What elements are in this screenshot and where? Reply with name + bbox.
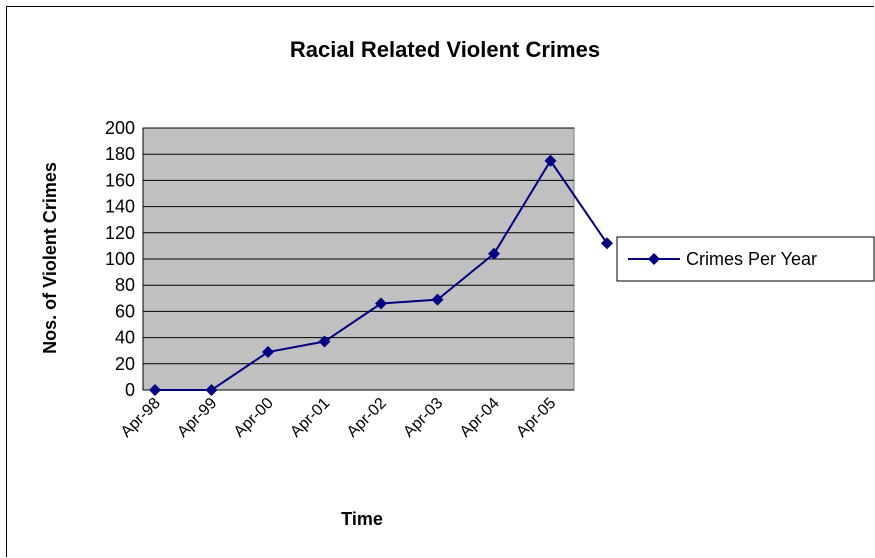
chart-frame	[6, 6, 874, 557]
data-point	[431, 293, 444, 306]
x-tick-label: Apr-99	[174, 395, 220, 441]
x-tick-label: Apr-00	[231, 395, 277, 441]
x-tick-label: Apr-98	[118, 395, 164, 441]
y-tick-label: 160	[105, 170, 135, 190]
y-tick-label: 0	[125, 380, 135, 400]
data-point	[601, 237, 613, 250]
chart-title: Racial Related Violent Crimes	[290, 37, 600, 62]
x-tick-label: Apr-05	[513, 395, 559, 441]
data-point	[375, 297, 387, 310]
y-tick-label: 80	[115, 275, 135, 295]
legend: Crimes Per Year	[616, 236, 875, 282]
x-tick-label: Apr-04	[457, 395, 503, 441]
data-point	[262, 346, 274, 359]
x-tick-label: Apr-02	[344, 395, 390, 441]
x-tick-label: Apr-03	[400, 395, 446, 441]
series-group	[149, 154, 613, 396]
data-point	[205, 384, 218, 396]
y-tick-label: 20	[115, 354, 135, 374]
legend-marker	[648, 253, 660, 265]
y-tick-label: 180	[105, 144, 135, 164]
x-axis-ticks: Apr-98 Apr-99 Apr-00 Apr-01 Apr-02 Apr-03 Apr-…	[118, 395, 560, 441]
y-tick-label: 140	[105, 197, 135, 217]
y-axis-title: Nos. of Violent Crimes	[40, 162, 60, 354]
y-tick-label: 100	[105, 249, 135, 269]
data-point	[488, 247, 500, 260]
y-axis-ticks: 0 20 40 60 80 100 120 140 160 180 200	[105, 118, 135, 400]
data-point	[149, 384, 161, 396]
y-tick-label: 200	[105, 118, 135, 138]
grid-lines	[142, 127, 574, 391]
y-tick-label: 60	[115, 301, 135, 321]
y-tick-label: 40	[115, 328, 135, 348]
data-point	[318, 335, 331, 348]
data-point	[544, 154, 557, 167]
x-axis-title: Time	[341, 509, 383, 529]
legend-label: Crimes Per Year	[686, 249, 817, 269]
x-tick-label: Apr-01	[287, 395, 333, 441]
y-tick-label: 120	[105, 223, 135, 243]
